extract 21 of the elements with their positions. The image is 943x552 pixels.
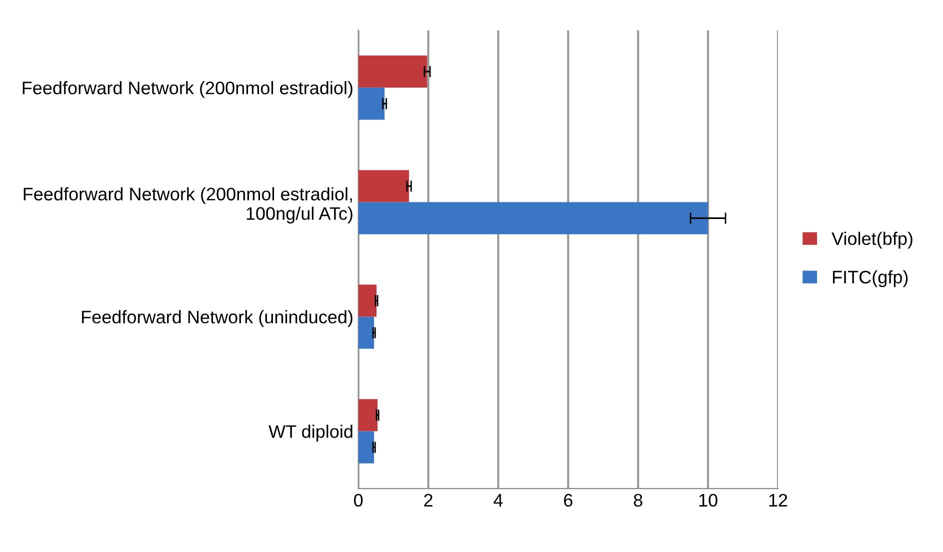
y-tick-label: Feedforward Network (uninduced) [82, 310, 352, 327]
legend-label: FITC(gfp) [832, 270, 908, 288]
bar [358, 284, 377, 317]
bar [358, 88, 385, 120]
bar [358, 202, 708, 234]
x-tick-label: 8 [634, 494, 642, 507]
x-tick-label: 10 [699, 494, 718, 507]
x-tick-label: 0 [354, 494, 363, 507]
x-tick-label: 2 [424, 494, 432, 506]
x-tick-label: 6 [564, 494, 572, 507]
bar [358, 170, 410, 202]
bar [358, 399, 378, 432]
y-tick-label: Feedforward Network (200nmol estradiol) [22, 81, 352, 98]
y-tick-label: Feedforward Network (200nmol estradiol, 100ng/ul ATc) [24, 187, 352, 224]
x-tick-label: 4 [494, 494, 503, 506]
bar [358, 316, 374, 349]
x-tick-label: 12 [769, 494, 788, 506]
legend-label: Violet(bfp) [832, 232, 912, 249]
bar [358, 431, 374, 464]
bar [358, 56, 428, 88]
y-tick-label: WT diploid [268, 424, 352, 442]
